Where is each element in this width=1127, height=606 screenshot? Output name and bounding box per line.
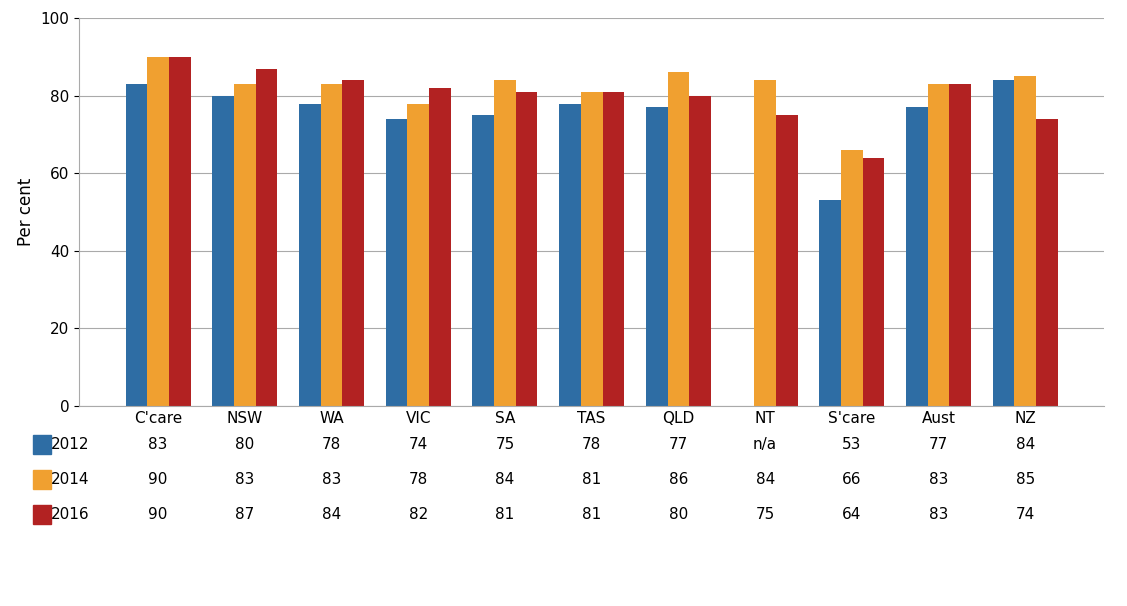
Text: 75: 75 — [755, 507, 774, 522]
Bar — [494, 80, 516, 406]
Text: n/a: n/a — [753, 438, 778, 452]
Text: 74: 74 — [409, 438, 428, 452]
Text: 64: 64 — [842, 507, 861, 522]
Text: 2012: 2012 — [51, 438, 90, 452]
Text: 81: 81 — [582, 472, 602, 487]
Text: 83: 83 — [236, 472, 255, 487]
Text: 81: 81 — [582, 507, 602, 522]
Text: 86: 86 — [668, 472, 689, 487]
Bar — [993, 80, 1014, 406]
Text: 78: 78 — [322, 438, 341, 452]
Bar — [1014, 76, 1036, 406]
Bar — [841, 150, 862, 406]
Bar — [234, 84, 256, 406]
Text: 2014: 2014 — [51, 472, 90, 487]
Bar — [125, 84, 148, 406]
Text: 82: 82 — [409, 507, 428, 522]
Bar — [212, 96, 234, 406]
Text: 90: 90 — [149, 472, 168, 487]
Bar — [33, 505, 51, 524]
Bar — [559, 104, 580, 406]
Bar — [862, 158, 885, 406]
Y-axis label: Per cent: Per cent — [17, 178, 35, 246]
Bar — [33, 470, 51, 490]
Text: 75: 75 — [496, 438, 515, 452]
Text: 85: 85 — [1015, 472, 1035, 487]
Text: 80: 80 — [668, 507, 687, 522]
Bar — [472, 115, 494, 406]
Text: 78: 78 — [582, 438, 602, 452]
Text: 83: 83 — [322, 472, 341, 487]
Text: 84: 84 — [322, 507, 341, 522]
Text: 84: 84 — [755, 472, 774, 487]
Text: 2016: 2016 — [51, 507, 90, 522]
Text: 77: 77 — [668, 438, 687, 452]
Text: 83: 83 — [149, 438, 168, 452]
Bar — [1036, 119, 1058, 406]
Bar — [928, 84, 949, 406]
Text: 87: 87 — [236, 507, 255, 522]
Bar — [148, 57, 169, 406]
Text: 77: 77 — [929, 438, 948, 452]
Bar — [819, 201, 841, 406]
Bar — [385, 119, 407, 406]
Text: 66: 66 — [842, 472, 862, 487]
Bar — [33, 435, 51, 454]
Bar — [667, 73, 690, 406]
Text: 80: 80 — [236, 438, 255, 452]
Bar — [690, 96, 711, 406]
Bar — [343, 80, 364, 406]
Bar — [321, 84, 343, 406]
Text: 84: 84 — [496, 472, 515, 487]
Bar — [516, 92, 538, 406]
Bar — [603, 92, 624, 406]
Text: 74: 74 — [1015, 507, 1035, 522]
Text: 78: 78 — [409, 472, 428, 487]
Text: 53: 53 — [842, 438, 861, 452]
Bar — [407, 104, 429, 406]
Text: 84: 84 — [1015, 438, 1035, 452]
Bar — [169, 57, 190, 406]
Text: 83: 83 — [929, 472, 948, 487]
Bar — [949, 84, 971, 406]
Bar — [299, 104, 321, 406]
Bar — [580, 92, 603, 406]
Bar — [646, 107, 667, 406]
Bar — [256, 68, 277, 406]
Text: 90: 90 — [149, 507, 168, 522]
Text: 83: 83 — [929, 507, 948, 522]
Text: 81: 81 — [496, 507, 515, 522]
Bar — [777, 115, 798, 406]
Bar — [429, 88, 451, 406]
Bar — [906, 107, 928, 406]
Bar — [754, 80, 777, 406]
